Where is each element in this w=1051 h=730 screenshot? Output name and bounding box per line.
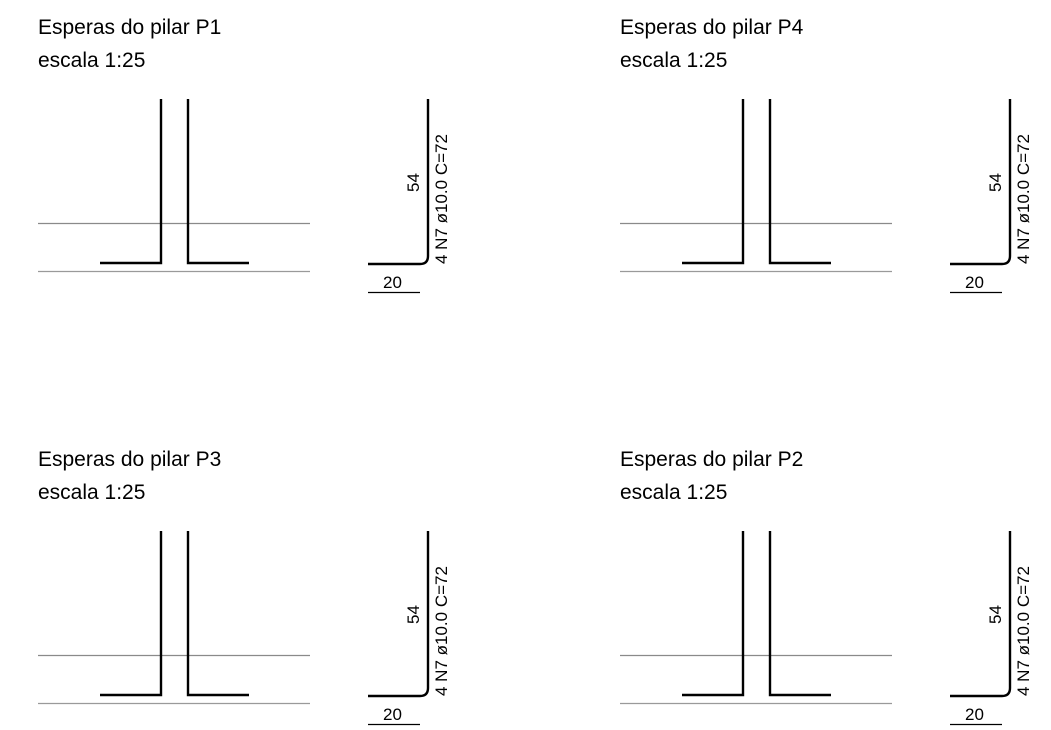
panel-1: Esperas do pilar P1 escala 1:25 4 N7 ø10.0… (38, 16, 451, 294)
panel-2: Esperas do pilar P4 escala 1:25 4 N7 ø10.0… (620, 16, 1033, 294)
vertical-length-label: 54 (986, 173, 1005, 192)
hook-length-label: 20 (383, 273, 402, 292)
left-starter-bar (682, 531, 745, 697)
vertical-length-label: 54 (404, 173, 423, 192)
bar-shape-detail: 4 N7 ø10.0 C=72 54 20 (950, 99, 1033, 294)
bent-bar-shape (368, 99, 430, 266)
panel-4: Esperas do pilar P2 escala 1:25 4 N7 ø10.0… (620, 448, 1033, 726)
right-starter-bar (768, 531, 831, 697)
bar-spec-label: 4 N7 ø10.0 C=72 (432, 566, 451, 696)
starter-bars-elevation (620, 531, 892, 705)
panel-title: Esperas do pilar P3 (38, 448, 221, 471)
bar-spec-label: 4 N7 ø10.0 C=72 (432, 134, 451, 264)
starter-bars-elevation (620, 99, 892, 273)
panel-scale: escala 1:25 (620, 481, 727, 504)
starter-bars-elevation (38, 99, 310, 273)
bar-spec-label: 4 N7 ø10.0 C=72 (1014, 134, 1033, 264)
panel-scale: escala 1:25 (620, 49, 727, 72)
right-starter-bar (186, 531, 249, 697)
hook-length-label: 20 (965, 273, 984, 292)
hook-length-label: 20 (965, 705, 984, 724)
vertical-length-label: 54 (404, 605, 423, 624)
bent-bar-shape (950, 531, 1012, 698)
starter-bars-elevation (38, 531, 310, 705)
vertical-length-label: 54 (986, 605, 1005, 624)
bent-bar-shape (950, 99, 1012, 266)
left-starter-bar (682, 99, 745, 265)
hook-length-label: 20 (383, 705, 402, 724)
panel-title: Esperas do pilar P4 (620, 16, 804, 39)
panel-title: Esperas do pilar P1 (38, 16, 221, 39)
bar-spec-label: 4 N7 ø10.0 C=72 (1014, 566, 1033, 696)
panel-3: Esperas do pilar P3 escala 1:25 4 N7 ø10.0… (38, 448, 451, 726)
bar-shape-detail: 4 N7 ø10.0 C=72 54 20 (368, 99, 451, 294)
right-starter-bar (768, 99, 831, 265)
panel-scale: escala 1:25 (38, 49, 145, 72)
right-starter-bar (186, 99, 249, 265)
left-starter-bar (100, 99, 163, 265)
bent-bar-shape (368, 531, 430, 698)
left-starter-bar (100, 531, 163, 697)
bar-shape-detail: 4 N7 ø10.0 C=72 54 20 (368, 531, 451, 726)
panel-title: Esperas do pilar P2 (620, 448, 803, 471)
bar-shape-detail: 4 N7 ø10.0 C=72 54 20 (950, 531, 1033, 726)
panel-scale: escala 1:25 (38, 481, 145, 504)
